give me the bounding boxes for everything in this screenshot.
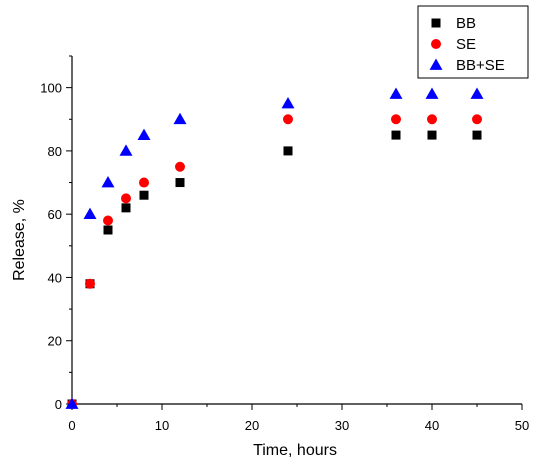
data-points: [65, 87, 484, 409]
bb-se-point: [281, 96, 295, 109]
legend-label-bb: BB: [456, 15, 476, 32]
se-point: [472, 114, 482, 125]
legend-marker-se: [431, 39, 441, 49]
y-tick-label: 80: [48, 144, 62, 159]
bb-point: [283, 146, 293, 156]
bb-se-point: [65, 397, 79, 409]
x-tick-label: 50: [515, 418, 529, 433]
y-tick-label: 60: [48, 207, 62, 222]
bb-point: [103, 225, 113, 235]
bb-se-point: [470, 87, 484, 99]
se-point: [85, 278, 95, 289]
bb-se-point: [119, 144, 133, 156]
bb-se-point: [101, 176, 115, 188]
bb-point: [121, 203, 131, 213]
se-point: [139, 177, 149, 188]
x-tick-label: 10: [155, 418, 169, 433]
legend-marker-bb-se: [429, 58, 443, 70]
se-point: [103, 215, 113, 226]
x-tick-label: 40: [425, 418, 439, 433]
bb-se-point: [83, 207, 97, 220]
legend: BB SE BB+SE: [417, 5, 529, 79]
se-point: [175, 161, 185, 172]
y-tick-label: 20: [48, 334, 62, 349]
bb-se-point: [425, 87, 439, 99]
axes: 0 10 20 30 40 50 0 20 40 60 80 100: [40, 55, 529, 433]
x-tick-label: 20: [245, 418, 259, 433]
y-tick-label: 100: [40, 81, 62, 96]
bb-se-point: [137, 128, 151, 140]
bb-se-point: [389, 87, 403, 99]
bb-point: [175, 178, 185, 188]
se-point: [121, 193, 131, 204]
se-point: [391, 114, 401, 125]
se-point: [427, 114, 437, 125]
se-point: [283, 114, 293, 125]
legend-label-se: SE: [456, 36, 476, 53]
bb-se-point: [173, 112, 187, 125]
y-tick-label: 40: [48, 270, 62, 285]
bb-point: [472, 130, 482, 140]
x-tick-label: 0: [68, 418, 75, 433]
x-tick-label: 30: [335, 418, 349, 433]
x-axis-title: Time, hours: [253, 442, 337, 459]
y-axis-title: Release, %: [11, 199, 28, 281]
legend-marker-bb: [431, 18, 441, 28]
bb-point: [391, 130, 401, 140]
legend-label-bb-se: BB+SE: [456, 57, 505, 74]
bb-point: [427, 130, 437, 140]
y-tick-label: 0: [55, 397, 62, 412]
bb-point: [139, 190, 149, 200]
